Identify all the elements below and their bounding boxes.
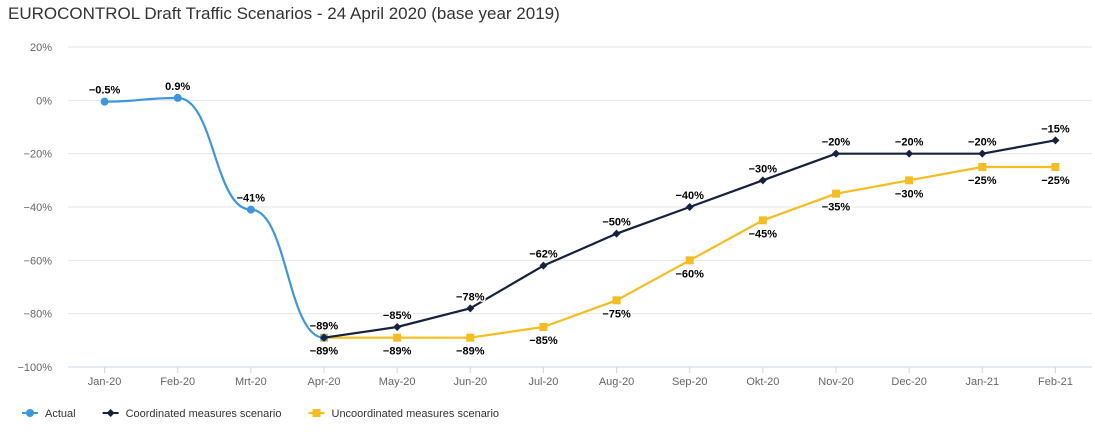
data-point	[612, 229, 621, 238]
data-point	[905, 149, 914, 158]
x-tick-label: Jan-21	[965, 376, 999, 388]
data-label: −41%	[237, 193, 266, 205]
legend-item-label: Actual	[45, 408, 76, 420]
legend-item-label: Coordinated measures scenario	[126, 408, 282, 420]
y-axis: 20% 0% −20% −40% −60% −80% −100%	[17, 42, 52, 374]
data-point	[685, 256, 694, 265]
data-label: −75%	[602, 308, 631, 320]
y-tick-label: −40%	[24, 202, 53, 214]
data-label: −85%	[529, 335, 558, 347]
legend-marker	[26, 409, 34, 417]
data-label: −0.5%	[89, 85, 121, 97]
data-point	[100, 97, 109, 106]
y-tick-label: 20%	[30, 42, 52, 54]
y-tick-label: 0%	[36, 95, 52, 107]
data-point	[539, 323, 548, 331]
data-label: −89%	[310, 321, 339, 333]
data-point	[905, 176, 914, 185]
data-point	[758, 176, 767, 185]
legend-marker	[106, 409, 115, 417]
x-tick-label: Jan-20	[88, 376, 122, 388]
data-label: −45%	[749, 228, 778, 240]
x-tick-label: Mrt-20	[235, 376, 267, 388]
data-point	[612, 296, 621, 305]
x-tick-label: Jul-20	[528, 376, 558, 388]
grid-lines	[68, 46, 1092, 368]
data-label: 0.9%	[165, 81, 190, 93]
data-label: −20%	[895, 137, 924, 149]
x-tick-label: Okt-20	[746, 376, 779, 388]
y-tick-label: −20%	[24, 149, 53, 161]
data-point	[466, 304, 475, 313]
data-label: −40%	[675, 190, 704, 202]
data-label: −25%	[1041, 175, 1070, 187]
data-point	[1051, 163, 1060, 171]
data-point	[758, 216, 767, 225]
data-labels: −0.5% 0.9% −41% −89% −85% −78% −62% −50% −40% −30…	[87, 79, 1071, 359]
data-point	[320, 333, 328, 342]
x-tick-label: Apr-20	[307, 376, 340, 388]
legend-item-label: Uncoordinated measures scenario	[332, 408, 500, 420]
x-tick-label: Aug-20	[599, 376, 634, 388]
data-label: −30%	[749, 163, 778, 175]
data-point	[393, 333, 402, 342]
data-point	[978, 163, 987, 171]
series-line	[104, 96, 325, 339]
data-label: −85%	[383, 310, 412, 322]
y-tick-label: −100%	[17, 362, 52, 374]
data-point	[1051, 136, 1060, 145]
data-point	[832, 149, 840, 158]
data-label: −50%	[602, 217, 631, 229]
data-label: −89%	[456, 346, 485, 358]
data-point	[393, 323, 402, 331]
data-label: −20%	[968, 137, 997, 149]
x-tick-label: Feb-21	[1038, 376, 1073, 388]
legend-marker	[312, 409, 321, 417]
data-point	[685, 203, 694, 211]
y-tick-label: −80%	[24, 309, 53, 321]
data-point	[173, 93, 182, 102]
data-label: −15%	[1041, 123, 1070, 135]
data-label: −60%	[675, 268, 704, 280]
x-tick-label: Feb-20	[160, 376, 195, 388]
data-label: −25%	[968, 175, 997, 187]
y-tick-label: −60%	[24, 255, 53, 267]
data-label: −20%	[822, 137, 851, 149]
data-label: −30%	[895, 188, 924, 200]
data-label: −35%	[822, 202, 851, 214]
data-point	[978, 149, 987, 158]
data-point	[539, 261, 548, 270]
series-line	[323, 139, 1056, 339]
x-tick-label: Sep-20	[672, 376, 707, 388]
data-label: −89%	[383, 346, 412, 358]
data-point	[466, 333, 475, 342]
x-tick-label: Nov-20	[818, 376, 853, 388]
data-label: −78%	[456, 291, 485, 303]
x-tick-label: May-20	[379, 376, 416, 388]
legend: Actual Coordinated measures scenario Uncoo…	[22, 408, 499, 420]
x-tick-label: Jun-20	[453, 376, 487, 388]
x-axis: Jan-20 Feb-20 Mrt-20 Apr-20 May-20 Jun-20 Jul-…	[88, 367, 1073, 388]
data-label: −89%	[310, 346, 339, 358]
chart-title: EUROCONTROL Draft Traffic Scenarios - 24…	[8, 4, 560, 23]
data-point	[246, 205, 255, 214]
data-label: −62%	[529, 249, 558, 261]
x-tick-label: Dec-20	[891, 376, 926, 388]
data-point	[832, 189, 840, 198]
series-lines	[100, 93, 1060, 342]
